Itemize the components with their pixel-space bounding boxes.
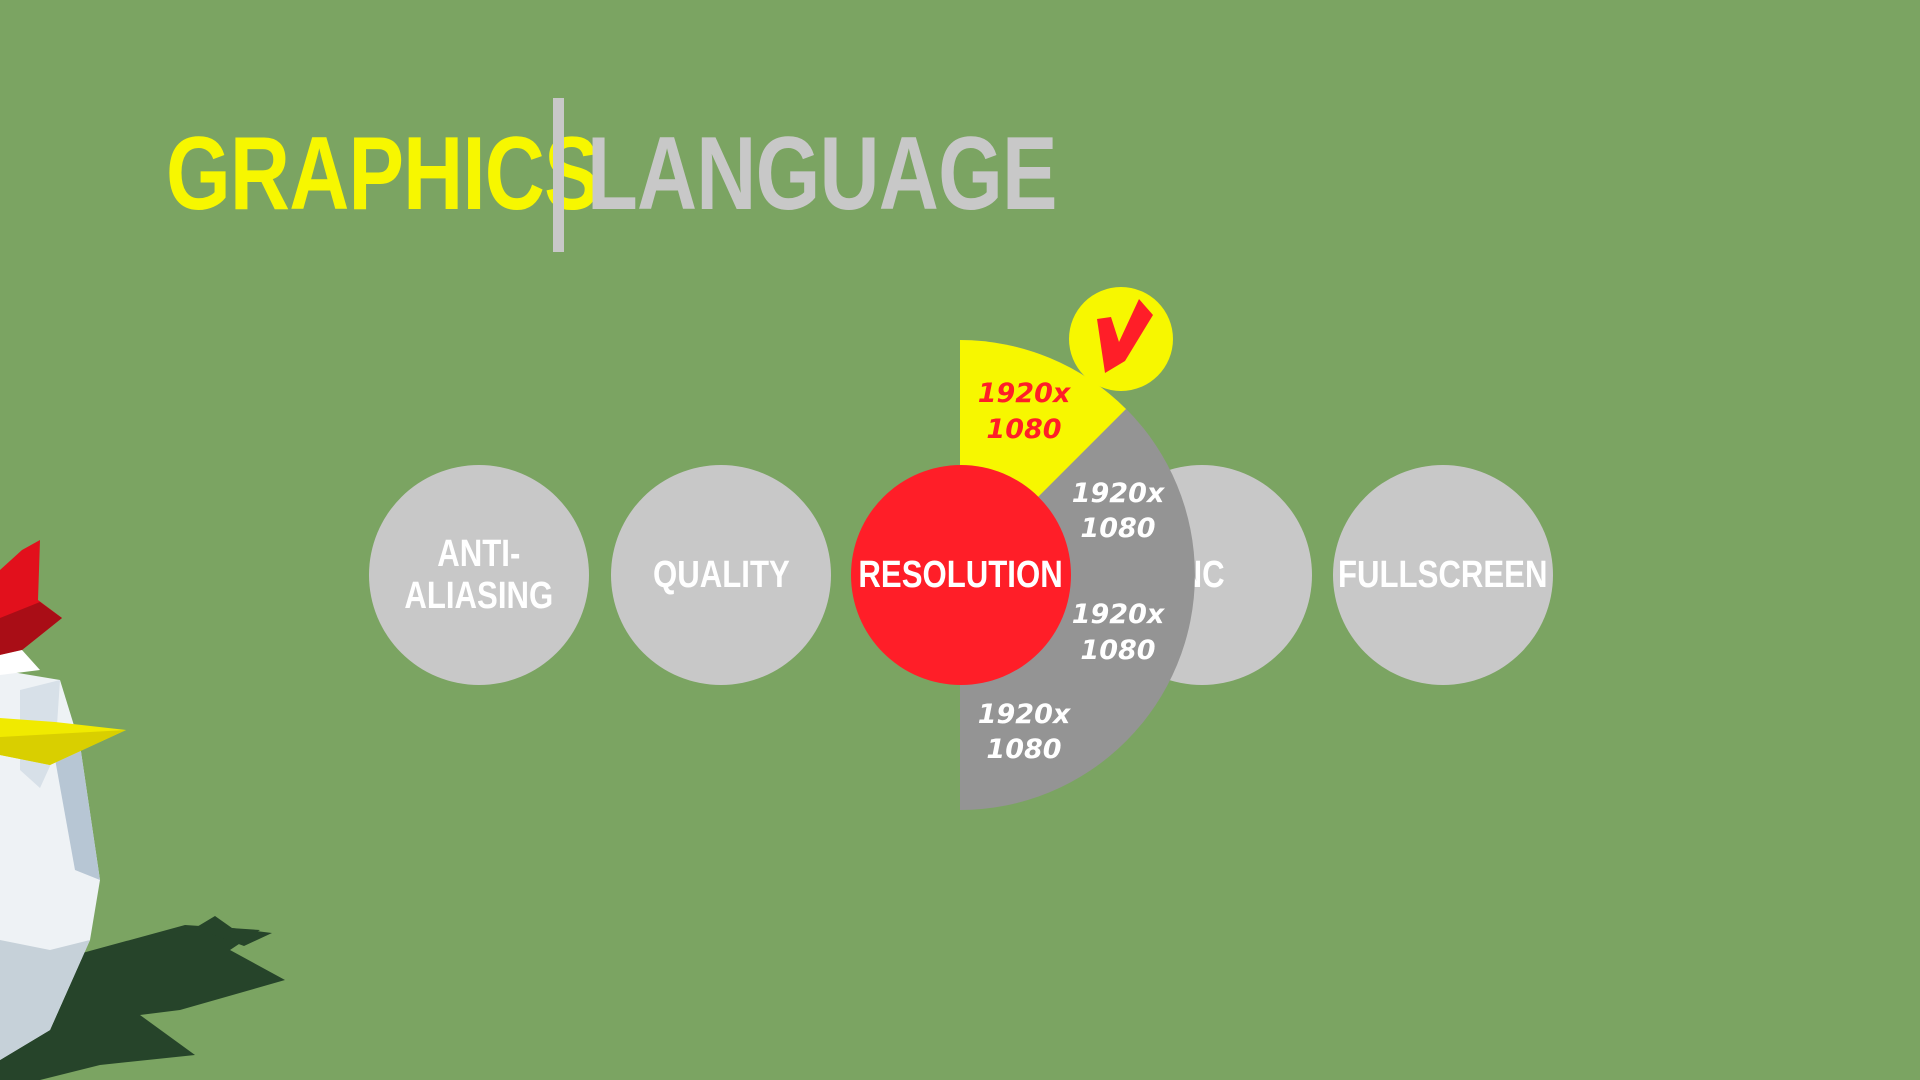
resolution-choice-2[interactable]: 1920x 1080 [1072,599,1166,666]
resolution-choice-2-line1: 1920x [1072,599,1166,630]
chicken-body-shade [48,720,100,880]
confirm-button[interactable] [1069,287,1173,391]
resolution-choice-3[interactable]: 1920x 1080 [978,699,1072,765]
option-resolution[interactable]: RESOLUTION [851,465,1071,685]
chicken-belly-shade [0,940,90,1060]
chicken-beak-lower [0,730,126,765]
option-anti-aliasing[interactable]: ANTI- ALIASING [369,465,589,685]
resolution-choice-0-line1: 1920x [978,378,1072,409]
chicken-comb-shade [0,602,62,655]
option-anti-aliasing-label: ANTI- ALIASING [404,533,554,617]
resolution-choice-1[interactable]: 1920x 1080 [1072,478,1166,544]
option-fullscreen[interactable]: FULLSCREEN [1333,465,1553,685]
option-quality[interactable]: QUALITY [611,465,831,685]
resolution-choice-2-line2: 1080 [1080,635,1155,666]
resolution-choice-1-line2: 1080 [1080,513,1155,544]
tab-divider [553,98,564,252]
resolution-choice-0-line2: 1080 [986,414,1061,445]
resolution-choice-3-line2: 1080 [986,734,1061,765]
option-quality-label: QUALITY [652,554,790,596]
chicken-head [0,650,40,675]
chicken-mascot [0,540,285,1080]
tab-language[interactable]: LANGUAGE [587,116,1057,232]
resolution-choice-3-line1: 1920x [978,699,1072,730]
resolution-choice-0[interactable]: 1920x 1080 [978,378,1072,445]
resolution-choice-1-line1: 1920x [1072,478,1166,509]
checkmark-icon [1097,299,1153,373]
chicken-shadow-comb [195,916,272,946]
option-fullscreen-label: FULLSCREEN [1338,554,1548,596]
tab-graphics[interactable]: GRAPHICS [166,116,600,232]
option-resolution-label: RESOLUTION [858,554,1064,596]
